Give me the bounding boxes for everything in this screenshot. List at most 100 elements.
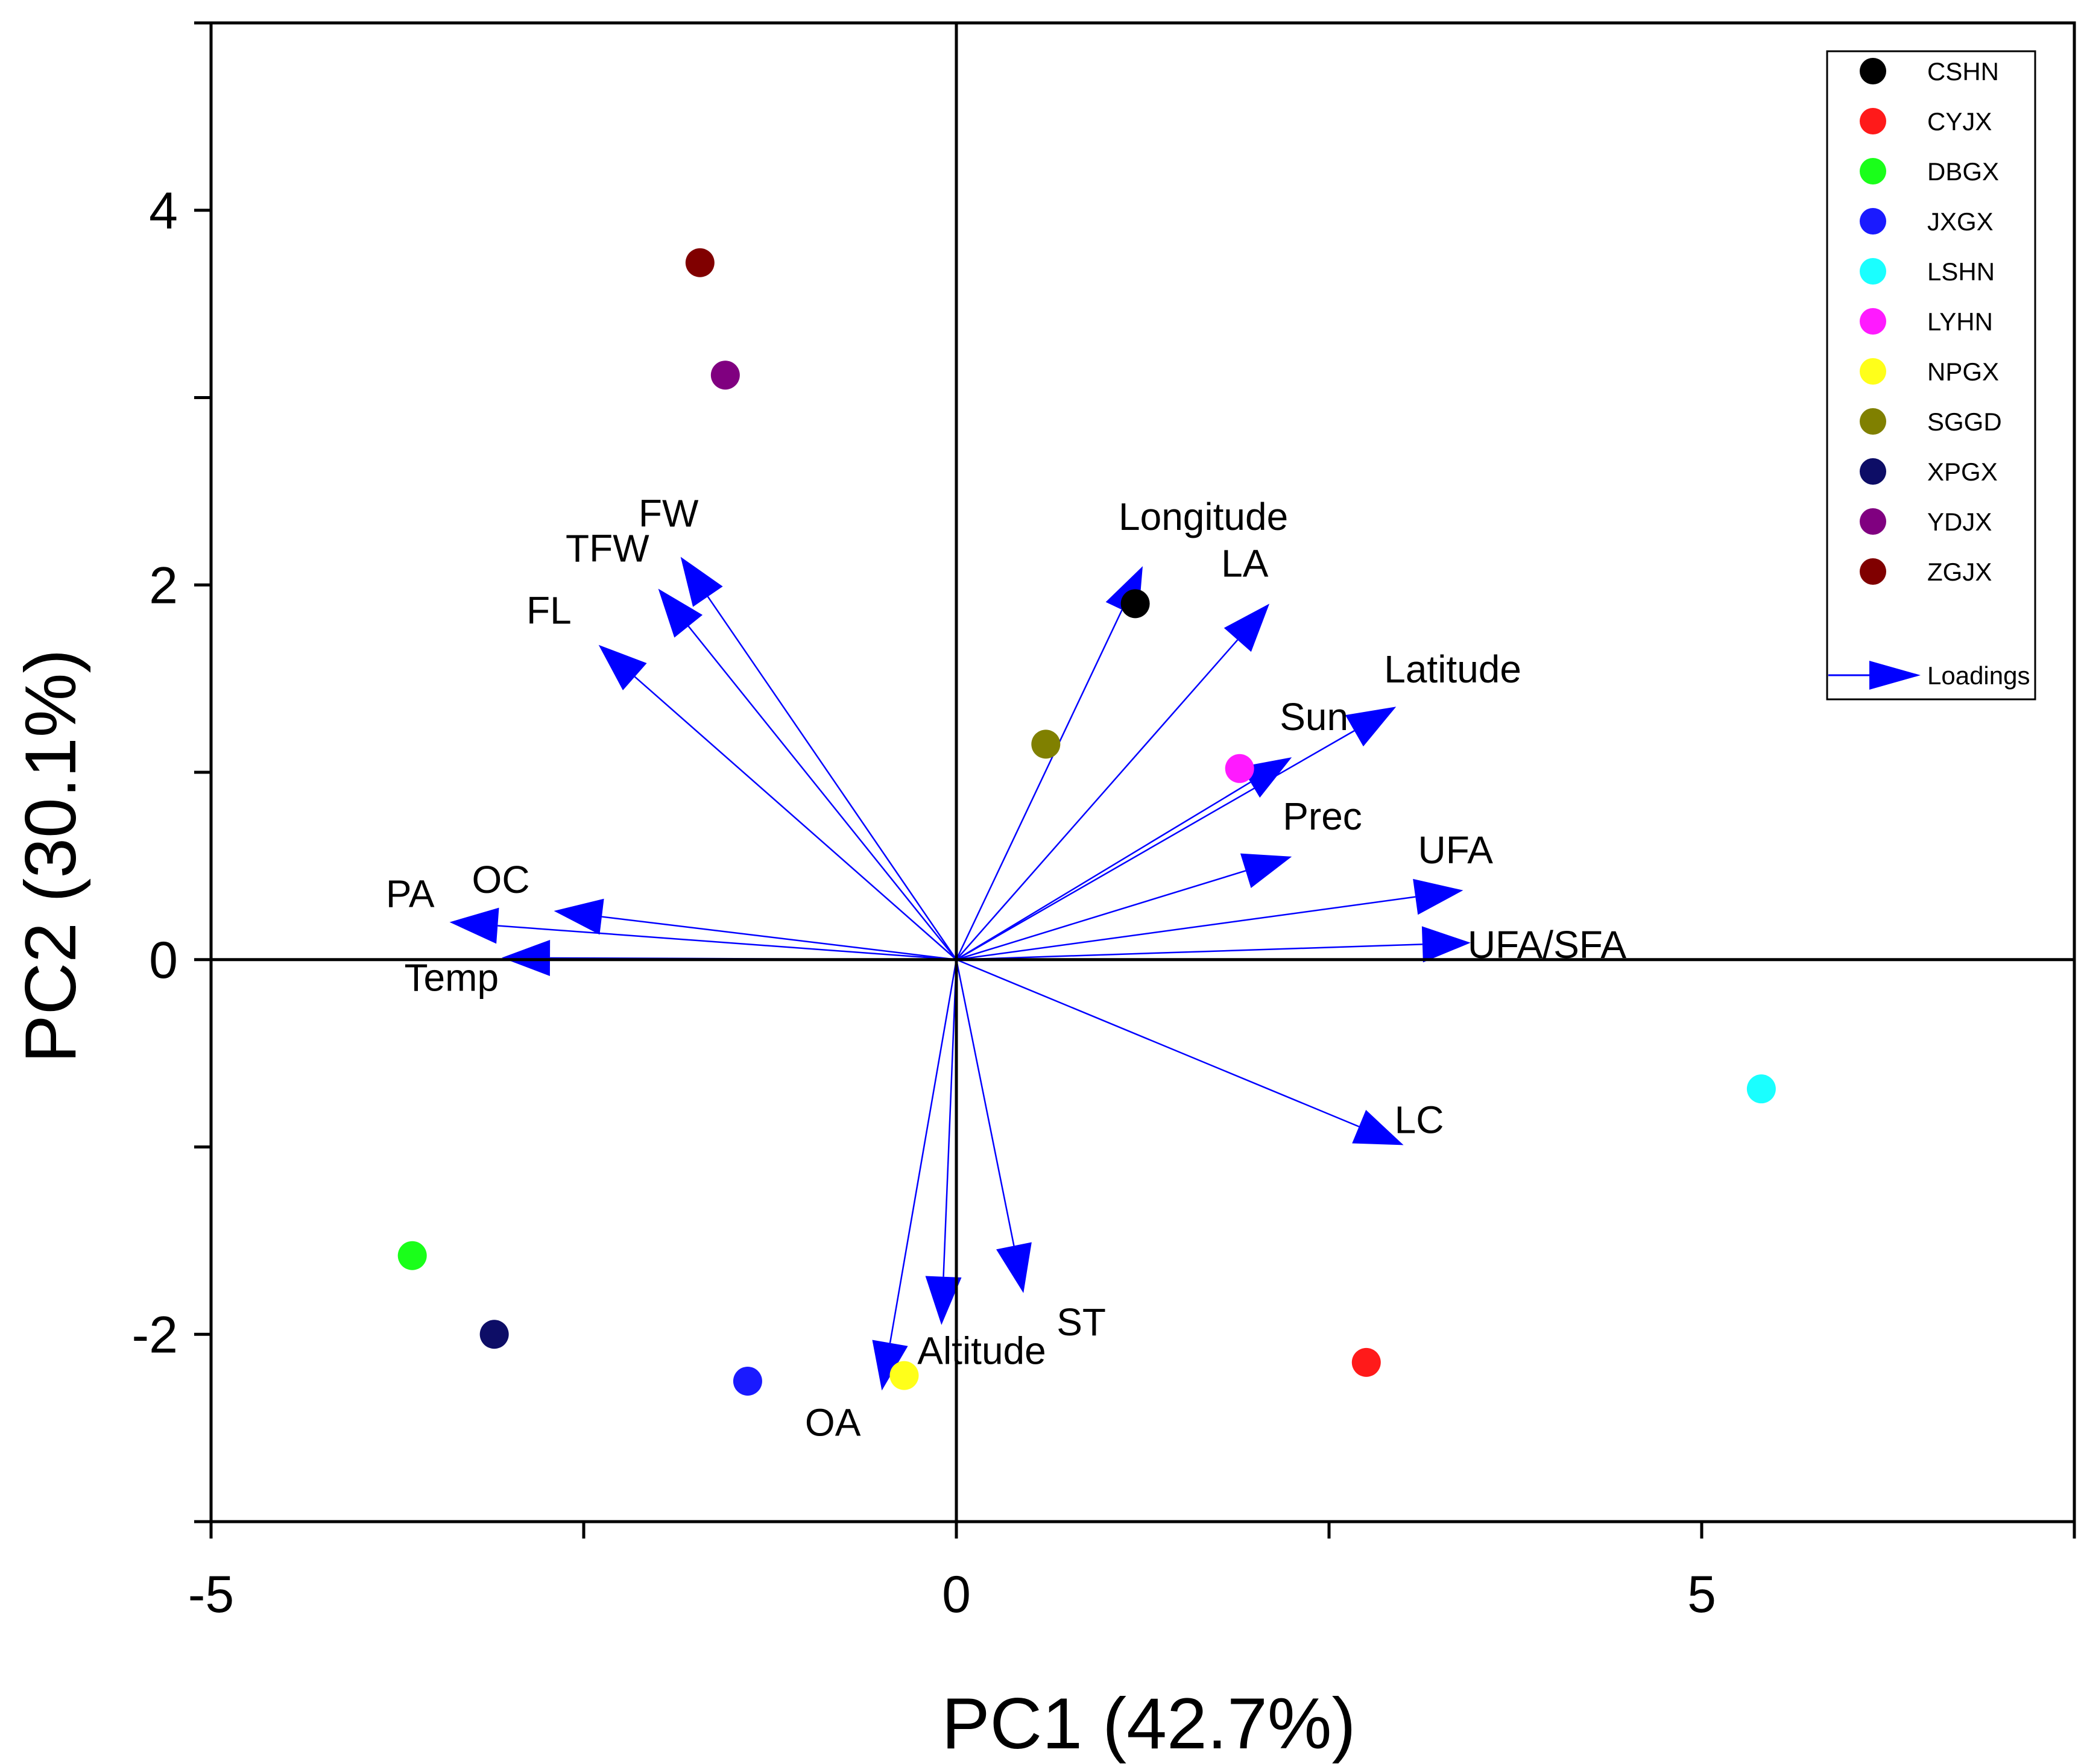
legend-item-npgx: NPGX <box>1860 358 1999 386</box>
loading-vector-prec: Prec <box>956 795 1362 960</box>
loading-label: Temp <box>405 956 499 1000</box>
loading-line <box>889 959 958 1343</box>
legend-item-zgjx: ZGJX <box>1860 558 1992 586</box>
legend-label: LYHN <box>1927 307 1993 336</box>
y-tick-label: 2 <box>149 556 178 614</box>
legend-label: JXGX <box>1927 207 1994 236</box>
legend-label: LSHN <box>1927 257 1995 286</box>
x-tick-label: 5 <box>1687 1566 1716 1624</box>
loading-label: OA <box>805 1400 861 1444</box>
legend-swatch <box>1860 208 1886 235</box>
loading-vector-oc: OC <box>472 858 957 960</box>
loading-label: Prec <box>1283 795 1362 838</box>
loading-arrowhead <box>598 644 647 691</box>
legend-swatch <box>1860 58 1886 84</box>
legend-label: Loadings <box>1927 661 2030 690</box>
y-tick-label: -2 <box>132 1306 178 1364</box>
legend-swatch <box>1860 308 1886 335</box>
loading-label: OC <box>472 858 530 901</box>
legend-swatch <box>1860 508 1886 535</box>
point-ydjx <box>710 361 740 390</box>
legend-label: NPGX <box>1927 358 1999 386</box>
loading-arrowhead <box>1240 853 1292 889</box>
point-cyjx <box>1351 1347 1381 1377</box>
legend-item-sggd: SGGD <box>1860 408 2002 436</box>
loading-label: Sun <box>1280 695 1348 739</box>
loading-vector-st: ST <box>955 959 1106 1344</box>
legend-label: ZGJX <box>1927 558 1992 586</box>
loading-label: FL <box>526 589 572 632</box>
legend-item-jxgx: JXGX <box>1860 207 1994 236</box>
loading-vector-temp: Temp <box>405 939 957 1000</box>
point-zgjx <box>685 248 715 277</box>
loading-arrowhead <box>680 556 723 607</box>
loading-label: FW <box>639 492 699 535</box>
loading-arrowhead <box>502 939 551 976</box>
loading-arrowhead <box>1224 603 1270 652</box>
legend-swatch <box>1860 358 1886 385</box>
loading-arrowhead <box>1413 878 1464 915</box>
legend-label: CYJX <box>1927 107 1992 136</box>
legend-item-lshn: LSHN <box>1860 257 1995 286</box>
axes-layer <box>209 21 2076 1523</box>
y-tick-label: 4 <box>149 182 178 240</box>
point-cshn <box>1120 589 1150 619</box>
legend-item-dbgx: DBGX <box>1860 157 1999 186</box>
loading-line <box>497 925 957 960</box>
loading-label: Longitude <box>1119 495 1288 538</box>
loading-vector-oa: OA <box>805 959 958 1444</box>
legend-item-cyjx: CYJX <box>1860 107 1992 136</box>
legend-label: DBGX <box>1927 157 1999 186</box>
loading-arrowhead <box>658 588 703 638</box>
loading-label: TFW <box>566 526 649 570</box>
loading-line <box>955 609 1123 960</box>
legend-item-xpgx: XPGX <box>1860 458 1998 486</box>
loading-arrowhead <box>996 1242 1032 1293</box>
legend-swatch <box>1860 458 1886 485</box>
loading-arrowhead <box>925 1276 962 1325</box>
loading-vector-ufa: UFA <box>956 828 1493 960</box>
loading-vector-altitude: Altitude <box>917 959 1046 1373</box>
loading-arrowhead <box>872 1340 908 1391</box>
loading-line <box>601 916 957 960</box>
y-tick-label: 0 <box>149 931 178 989</box>
loading-line <box>955 959 1015 1246</box>
point-sggd <box>1031 729 1061 759</box>
loading-vector-la: LA <box>956 541 1270 960</box>
points-layer <box>397 248 1776 1396</box>
legend: CSHN CYJX DBGX JXGX LSHN LYHN NPGX SGGD XPGX YDJX… <box>1826 50 2036 701</box>
plot-frame <box>209 21 2076 1523</box>
x-tick-label: -5 <box>188 1566 234 1624</box>
loading-arrowhead <box>1421 926 1471 963</box>
legend-label: CSHN <box>1927 57 1999 86</box>
x-axis-title: PC1 (42.7%) <box>942 1683 1356 1764</box>
point-lshn <box>1746 1074 1776 1104</box>
loading-label: Altitude <box>917 1329 1046 1373</box>
loading-arrowhead <box>449 907 499 944</box>
loading-line <box>634 676 957 960</box>
legend-swatch <box>1860 108 1886 134</box>
loadings-layer: LongitudeLALatitudeSunPrecUFAUFA/SFALCST… <box>386 492 1626 1444</box>
loading-line <box>956 870 1246 960</box>
point-npgx <box>889 1361 919 1390</box>
legend-label: SGGD <box>1927 408 2002 436</box>
loading-vector-sun: Sun <box>956 695 1348 960</box>
legend-label: YDJX <box>1927 508 1992 536</box>
loading-label: PA <box>386 872 435 916</box>
loading-label: ST <box>1056 1300 1106 1344</box>
y-axis-title: PC2 (30.1%) <box>10 649 91 1063</box>
loading-arrowhead <box>1345 707 1397 747</box>
loading-line <box>707 596 958 960</box>
loading-line <box>956 896 1416 960</box>
legend-item-cshn: CSHN <box>1860 57 1999 86</box>
legend-item-ydjx: YDJX <box>1860 508 1992 536</box>
legend-item-lyhn: LYHN <box>1860 307 1993 336</box>
loading-line <box>956 959 1360 1127</box>
loading-vector-pa: PA <box>386 872 957 960</box>
point-lyhn <box>1225 754 1254 783</box>
loading-line <box>956 639 1239 960</box>
legend-swatch <box>1860 558 1886 585</box>
legend-swatch <box>1860 258 1886 285</box>
loading-line <box>687 626 957 960</box>
